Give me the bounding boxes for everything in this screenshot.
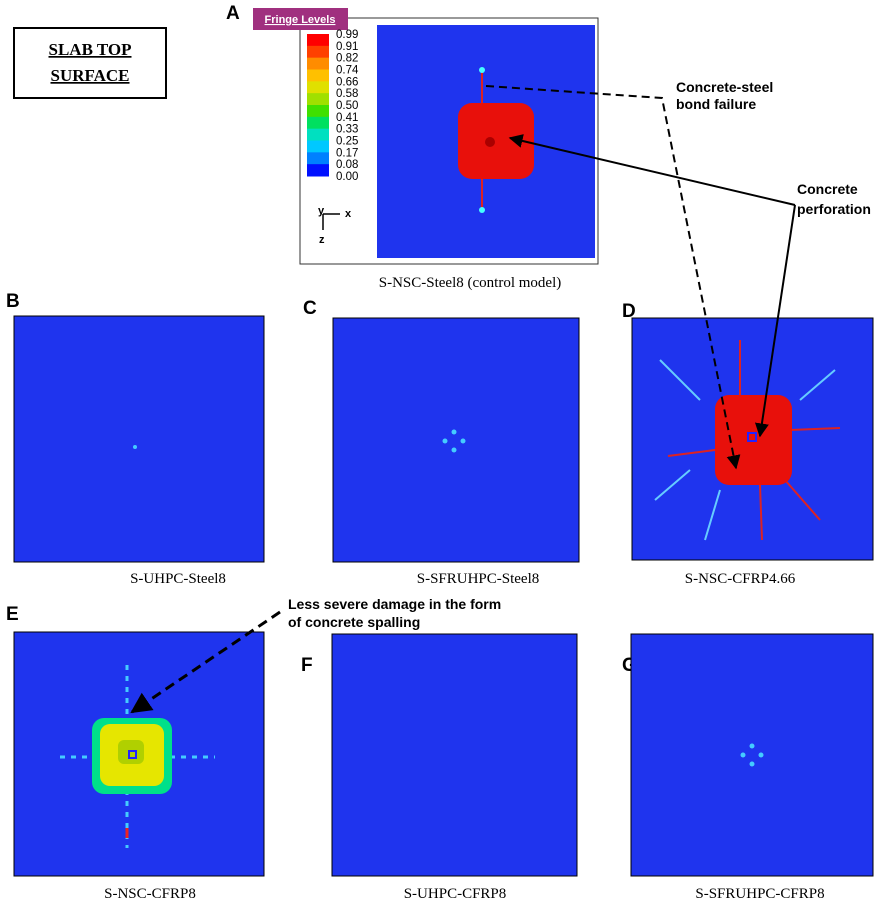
- arrow: [754, 204, 796, 438]
- legend-title: Fringe Levels: [265, 14, 336, 26]
- legend-level: 0.99: [336, 29, 358, 41]
- damage-zone: [60, 665, 215, 848]
- axis-label: z: [319, 234, 325, 246]
- axis-label: x: [345, 208, 352, 220]
- legend-level: 0.50: [336, 100, 358, 112]
- colorbar-band: [307, 116, 329, 130]
- legend-level: 0.58: [336, 88, 358, 100]
- legend-level: 0.00: [336, 171, 358, 183]
- axis-label: y: [318, 205, 325, 217]
- legend-level: 0.66: [336, 76, 358, 88]
- colorbar-band: [307, 128, 329, 141]
- damage-zone: [654, 340, 841, 541]
- title-box: [13, 27, 167, 99]
- panel-caption: S-UHPC-Steel8: [130, 571, 226, 587]
- colorbar-band: [307, 164, 329, 177]
- title-line: SLAB TOP: [49, 40, 132, 59]
- slab-image: [13, 315, 265, 563]
- panel-letter: B: [6, 291, 20, 312]
- annotation: Concrete-steel: [676, 79, 773, 95]
- panel-letter: D: [622, 301, 636, 322]
- legend-level: 0.82: [336, 53, 358, 65]
- colorbar-band: [307, 93, 329, 106]
- colorbar-band: [307, 45, 329, 59]
- axes-icon: y x z: [318, 205, 352, 246]
- legend-level: 0.25: [336, 136, 358, 148]
- colorbar-band: [307, 81, 329, 94]
- panel-caption: S-SFRUHPC-Steel8: [417, 571, 540, 587]
- colorbar: 0.990.910.820.740.660.580.500.410.330.25…: [307, 29, 359, 183]
- panel-caption: S-NSC-Steel8 (control model): [379, 275, 561, 291]
- legend-level: 0.74: [336, 65, 359, 77]
- slab-image: [332, 317, 580, 563]
- slab-image: [331, 633, 578, 877]
- panel-letter: A: [226, 3, 240, 24]
- damage-zone: [458, 67, 534, 213]
- panel-letter: C: [303, 298, 317, 319]
- annotation: of concrete spalling: [288, 614, 420, 630]
- legend-title-bg: [253, 8, 348, 30]
- arrow: [485, 85, 741, 470]
- annotation: perforation: [797, 201, 871, 217]
- arrow: [130, 610, 281, 714]
- colorbar-band: [307, 69, 329, 82]
- panel-caption: S-NSC-CFRP4.66: [685, 571, 796, 587]
- legend-level: 0.08: [336, 159, 358, 171]
- legend-level: 0.91: [336, 41, 358, 53]
- colorbar-band: [307, 140, 329, 153]
- slab-image: [630, 633, 874, 877]
- damage-spot: [133, 445, 137, 449]
- colorbar-band: [307, 34, 329, 47]
- colorbar-band: [307, 105, 329, 118]
- legend-level: 0.17: [336, 147, 358, 159]
- title-line: SURFACE: [50, 66, 129, 85]
- colorbar-band: [307, 152, 329, 165]
- damage-spot: [740, 743, 764, 767]
- legend-level: 0.33: [336, 124, 358, 136]
- panel-caption: S-SFRUHPC-CFRP8: [695, 886, 824, 902]
- annotation: bond failure: [676, 96, 756, 112]
- annotation: Concrete: [797, 181, 858, 197]
- annotation: Less severe damage in the form: [288, 596, 501, 612]
- panel-letter: F: [301, 655, 313, 676]
- colorbar-band: [307, 57, 329, 70]
- legend-level: 0.41: [336, 112, 358, 124]
- panel-caption: S-UHPC-CFRP8: [404, 886, 507, 902]
- damage-spot: [442, 429, 466, 453]
- arrow: [508, 134, 796, 206]
- panel-caption: S-NSC-CFRP8: [104, 886, 196, 902]
- panel-letter: E: [6, 604, 19, 625]
